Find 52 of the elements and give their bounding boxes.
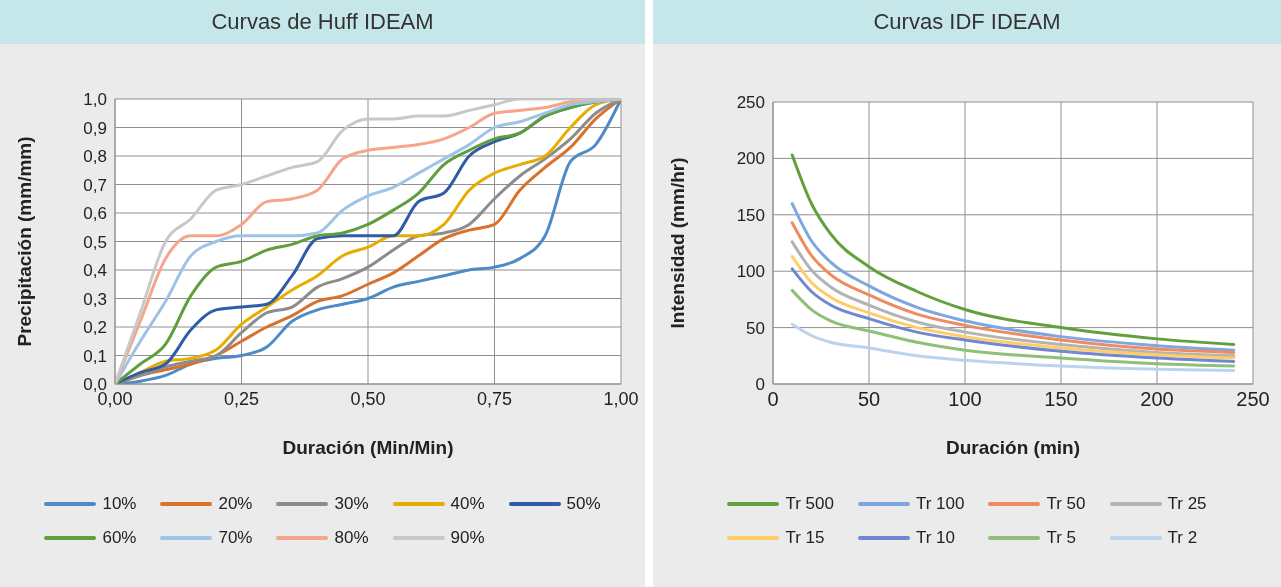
legend-label: Tr 5 [1046,528,1077,548]
y-tick-label: 1,0 [83,90,107,110]
y-tick-label: 0,4 [83,261,107,281]
y-tick-label: 0,2 [83,318,107,338]
y-tick-label: 150 [736,205,765,225]
y-tick-label: 0,7 [83,175,107,195]
x-tick-label: 0,75 [476,388,513,409]
x-axis-title: Duración (min) [945,437,1081,458]
y-tick-label: 0,3 [83,289,107,309]
x-tick-label: 150 [1044,388,1078,411]
legend-label: Tr 50 [1046,494,1086,514]
line-series [790,322,1236,372]
y-tick-label: 0 [755,375,765,395]
x-tick-label: 0,50 [350,388,386,409]
legend-label: Tr 15 [785,528,825,548]
x-axis-title: Duración (Min/Min) [282,437,454,458]
y-tick-label: 0,5 [83,232,107,252]
legend-label: Tr 2 [1167,528,1198,548]
legend-label: Tr 25 [1167,494,1207,514]
y-axis-title: Intensidad (mm/hr) [666,157,688,329]
y-tick-label: 0,9 [83,118,107,138]
x-tick-label: 0 [767,388,779,411]
x-tick-label: 100 [948,388,982,411]
legend-label: 50% [566,494,601,514]
line-series [790,288,1236,368]
chart-title: Curvas de Huff IDEAM [0,0,645,44]
x-tick-label: 200 [1140,388,1174,411]
legend-label: 90% [450,528,485,548]
y-axis-title: Precipitación (mm/mm) [13,136,35,347]
y-tick-label: 100 [736,262,765,282]
legend-label: 80% [334,528,369,548]
legend-label: Tr 10 [915,528,955,548]
x-tick-label: 1,00 [603,388,639,409]
legend-label: 70% [218,528,253,548]
y-tick-label: 0,8 [83,147,107,167]
x-tick-label: 0,25 [223,388,260,409]
x-tick-label: 50 [857,388,881,411]
chart-title: Curvas IDF IDEAM [653,0,1281,44]
y-tick-label: 0,6 [83,204,107,224]
x-tick-label: 250 [1236,388,1270,411]
legend-label: Tr 500 [785,494,834,514]
y-tick-label: 200 [736,149,765,169]
legend-label: 60% [102,528,137,548]
line-series [790,153,1236,347]
legend-label: 10% [102,494,137,514]
y-tick-label: 50 [746,318,765,338]
legend-label: 30% [334,494,369,514]
y-tick-label: 0,1 [83,346,107,366]
y-tick-label: 250 [736,93,765,113]
legend-label: Tr 100 [915,494,965,514]
legend-label: 20% [218,494,253,514]
legend-label: 40% [450,494,485,514]
